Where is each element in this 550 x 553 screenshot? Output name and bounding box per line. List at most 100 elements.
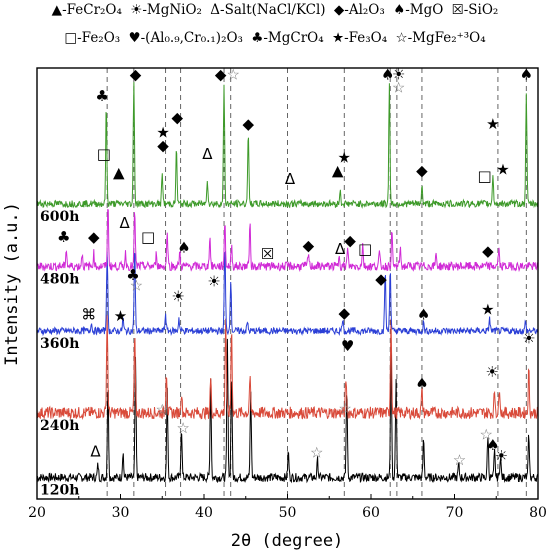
legend-symbol: ☆ — [395, 30, 408, 46]
legend-symbol: Δ — [210, 2, 221, 18]
peak-marker: ♠ — [415, 374, 428, 392]
peak-marker: ☆ — [156, 400, 169, 418]
peak-marker: ☆ — [338, 399, 351, 417]
legend-symbol: ☒ — [451, 2, 464, 18]
peak-marker: ☆ — [176, 419, 189, 437]
series-line-120h — [36, 338, 539, 484]
peak-marker: ☀ — [392, 65, 405, 83]
peak-marker: ☆ — [310, 443, 323, 461]
series-label: 600h — [40, 209, 79, 225]
series-lines — [36, 81, 539, 484]
legend-symbol: □ — [64, 30, 78, 46]
legend-label: -Salt(NaCl/KCl) — [220, 2, 326, 18]
peak-marker: ◆ — [375, 270, 387, 288]
peak-marker: ★ — [156, 124, 169, 142]
legend-label: -MgNiO₂ — [142, 2, 202, 18]
legend-row-2: □-Fe₂O₃ ♥-(Al₀.₉,Cr₀.₁)₂O₃ ♣-MgCrO₄ ★-Fe… — [0, 30, 550, 46]
peak-marker: ★ — [114, 307, 127, 325]
x-tick-label: 40 — [195, 505, 213, 521]
peak-marker: Δ — [90, 443, 101, 461]
legend-item: ♠-MgO — [393, 2, 443, 18]
peak-marker: ◆ — [303, 237, 315, 255]
peak-marker: ☆ — [130, 277, 143, 295]
y-axis-title: Intensity (a.u.) — [2, 202, 22, 366]
peak-marker: ♠ — [417, 306, 430, 324]
peak-marker: ◆ — [416, 162, 428, 180]
x-tick-label: 50 — [279, 505, 297, 521]
peak-marker: ☆ — [226, 65, 239, 83]
peak-marker: ☆ — [392, 78, 405, 96]
peak-marker: ♠ — [520, 65, 533, 83]
legend-label: -MgO — [405, 2, 444, 18]
peak-marker: Δ — [335, 240, 346, 258]
legend-item: ★-Fe₃O₄ — [332, 30, 387, 46]
peak-marker: ⌘ — [81, 306, 96, 324]
peak-marker: ☀ — [485, 363, 498, 381]
peak-marker: ◆ — [344, 231, 356, 249]
peak-marker: ◆ — [157, 137, 169, 155]
x-tick-label: 20 — [28, 505, 46, 521]
legend-label: -Fe₂O₃ — [77, 30, 121, 46]
legend-symbol: ♣ — [251, 30, 264, 46]
peak-marker: ♠ — [177, 239, 190, 257]
peak-marker: ★ — [496, 160, 509, 178]
legend-item: ☀-MgNiO₂ — [130, 2, 202, 18]
legend: ▲-FeCr₂O₄ ☀-MgNiO₂ Δ-Salt(NaCl/KCl) ◆-Al… — [0, 0, 550, 60]
peak-marker: ◆ — [482, 242, 494, 260]
x-tick-label: 60 — [362, 505, 380, 521]
peak-marker: ◆ — [130, 65, 142, 83]
series-label: 120h — [40, 482, 79, 498]
peak-marker: □ — [97, 145, 111, 163]
legend-symbol: ◆ — [333, 2, 345, 18]
legend-item: ☆-MgFe₂⁺³O₄ — [395, 30, 485, 46]
series-line-240h — [36, 315, 539, 421]
legend-symbol: ▲ — [51, 2, 63, 18]
x-tick-label: 30 — [112, 505, 130, 521]
series-line-360h — [36, 250, 539, 337]
peak-marker: ♣ — [95, 87, 108, 105]
legend-item: ◆-Al₂O₃ — [334, 2, 385, 18]
legend-symbol: ☀ — [130, 2, 143, 18]
peak-marker: ☀ — [171, 287, 184, 305]
legend-item: ♣-MgCrO₄ — [251, 30, 323, 46]
x-axis-ticks: 20 30 40 50 60 70 80 — [28, 494, 547, 521]
peak-marker: ☒ — [261, 245, 274, 263]
peak-marker: Δ — [120, 214, 131, 232]
legend-item: Δ-Salt(NaCl/KCl) — [210, 2, 325, 18]
peak-marker: ◆ — [172, 109, 184, 127]
series-label: 240h — [40, 418, 79, 434]
peak-marker: ◆ — [242, 115, 254, 133]
peak-marker: ♠ — [381, 65, 394, 83]
legend-item: ☒-SiO₂ — [452, 2, 499, 18]
peak-marker: ★ — [481, 300, 494, 318]
peak-marker: ◆ — [339, 304, 351, 322]
reference-lines — [106, 68, 527, 499]
peak-marker: Δ — [202, 145, 213, 163]
legend-label: -Fe₃O₄ — [344, 30, 388, 46]
series-label: 480h — [40, 271, 79, 287]
legend-symbol: ♠ — [393, 2, 406, 18]
peak-markers: ♣◆ ◆ ☆ ♠☀☆♠◆★◆◆□▲ΔΔ ▲★◆ □★★♣ ◆Δ□♠ ☒ ◆ Δ ◆ □ ◆♣☆☀☀⌘ ★ ◆… — [57, 65, 536, 469]
legend-label: -MgFe₂⁺³O₄ — [407, 30, 486, 46]
legend-label: -FeCr₂O₄ — [62, 2, 122, 18]
legend-row-1: ▲-FeCr₂O₄ ☀-MgNiO₂ Δ-Salt(NaCl/KCl) ◆-Al… — [0, 2, 550, 18]
peak-marker: ★ — [338, 149, 351, 167]
peak-marker: ◆ — [215, 65, 227, 83]
legend-item: ▲-FeCr₂O₄ — [52, 2, 122, 18]
peak-marker: □ — [358, 240, 372, 258]
legend-label: -MgCrO₄ — [263, 30, 324, 46]
legend-symbol: ♥ — [128, 30, 141, 46]
series-label: 360h — [40, 336, 79, 352]
peak-marker: ♣ — [57, 228, 70, 246]
peak-marker: Δ — [285, 170, 296, 188]
x-axis-title: 2θ (degree) — [231, 531, 344, 551]
legend-item: □-Fe₂O₃ — [64, 30, 120, 46]
peak-marker: ▲ — [332, 162, 344, 180]
x-tick-label: 70 — [446, 505, 464, 521]
legend-item: ♥-(Al₀.₉,Cr₀.₁)₂O₃ — [129, 30, 243, 46]
legend-label: -Al₂O₃ — [344, 2, 385, 18]
peak-marker: ☀ — [207, 272, 220, 290]
peak-marker: ♣ — [126, 266, 139, 284]
x-tick-label: 80 — [529, 505, 547, 521]
